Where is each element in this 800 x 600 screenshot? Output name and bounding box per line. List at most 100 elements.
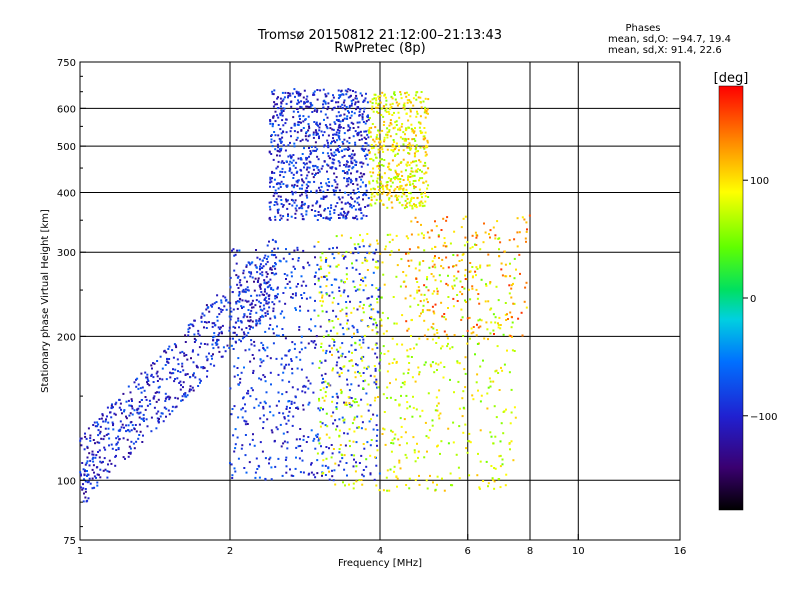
scatter-point [361, 238, 364, 241]
scatter-point [259, 319, 262, 322]
scatter-point [367, 346, 370, 349]
scatter-point [390, 195, 393, 198]
scatter-point [318, 170, 321, 173]
scatter-point [129, 447, 132, 450]
scatter-point [370, 204, 373, 207]
scatter-point [193, 319, 196, 322]
scatter-point [274, 267, 277, 270]
scatter-point [513, 257, 516, 260]
scatter-point [318, 123, 321, 126]
scatter-point [358, 114, 361, 117]
scatter-point [460, 259, 463, 262]
scatter-point [314, 447, 317, 450]
scatter-point [274, 263, 277, 266]
scatter-point [93, 471, 95, 474]
scatter-point [313, 245, 316, 248]
scatter-point [211, 325, 214, 328]
scatter-point [262, 427, 265, 430]
scatter-point [287, 414, 290, 417]
scatter-point [93, 486, 96, 489]
scatter-point [295, 446, 298, 449]
scatter-point [341, 342, 344, 345]
scatter-point [112, 428, 115, 431]
scatter-point [289, 168, 292, 171]
scatter-point [411, 376, 414, 379]
scatter-point [242, 305, 245, 308]
scatter-point [360, 357, 363, 360]
scatter-point [335, 131, 338, 134]
scatter-point [314, 129, 317, 132]
scatter-point [356, 106, 359, 109]
scatter-point [258, 349, 261, 352]
scatter-point [302, 471, 305, 474]
scatter-point [324, 372, 327, 375]
scatter-point [351, 110, 353, 113]
scatter-point [79, 486, 82, 489]
scatter-point [408, 192, 410, 194]
scatter-point [294, 212, 297, 215]
scatter-point [285, 471, 288, 474]
scatter-point [300, 348, 303, 351]
scatter-point [449, 378, 451, 381]
scatter-point [117, 447, 120, 449]
scatter-point [337, 111, 340, 114]
scatter-point [413, 138, 416, 140]
scatter-point [246, 289, 249, 292]
scatter-point [252, 306, 255, 309]
scatter-point [216, 294, 219, 297]
scatter-point [311, 204, 314, 207]
scatter-point [432, 481, 434, 484]
scatter-point [372, 258, 375, 261]
scatter-point [298, 457, 301, 460]
scatter-point [275, 256, 278, 259]
scatter-point [444, 245, 447, 248]
scatter-point [492, 226, 495, 229]
scatter-point [343, 132, 346, 135]
scatter-point [518, 253, 521, 256]
scatter-point [452, 421, 455, 424]
scatter-point [330, 206, 333, 209]
scatter-point [362, 380, 365, 383]
scatter-point [322, 335, 325, 338]
scatter-point [276, 428, 279, 431]
scatter-point [299, 309, 302, 312]
scatter-point [362, 162, 365, 165]
scatter-point [356, 328, 359, 331]
scatter-point [118, 398, 121, 401]
scatter-point [291, 386, 294, 389]
scatter-point [319, 437, 322, 440]
scatter-point [300, 294, 303, 296]
scatter-point [361, 356, 363, 359]
scatter-point [372, 251, 375, 254]
scatter-point [512, 302, 515, 305]
scatter-point [365, 392, 368, 395]
scatter-point [174, 368, 177, 371]
scatter-point [367, 197, 370, 200]
scatter-point [407, 327, 410, 330]
scatter-point [237, 287, 240, 289]
scatter-point [305, 213, 308, 216]
scatter-point [284, 459, 287, 461]
scatter-point [321, 294, 324, 297]
scatter-point [325, 433, 328, 436]
scatter-point [352, 166, 355, 169]
scatter-point [349, 89, 352, 92]
scatter-point [173, 380, 176, 383]
scatter-point [347, 96, 350, 99]
scatter-point [386, 134, 389, 136]
scatter-point [111, 421, 114, 424]
scatter-point [164, 397, 167, 400]
scatter-point [313, 90, 316, 93]
scatter-point [468, 316, 471, 319]
scatter-point [374, 396, 377, 399]
scatter-point [349, 205, 352, 208]
scatter-point [397, 175, 399, 177]
scatter-point [347, 110, 349, 113]
scatter-point [335, 176, 338, 179]
scatter-point [398, 201, 401, 204]
scatter-point [374, 456, 376, 459]
scatter-point [264, 254, 267, 257]
scatter-point [338, 151, 341, 153]
scatter-point [345, 306, 348, 309]
scatter-point [291, 184, 294, 187]
